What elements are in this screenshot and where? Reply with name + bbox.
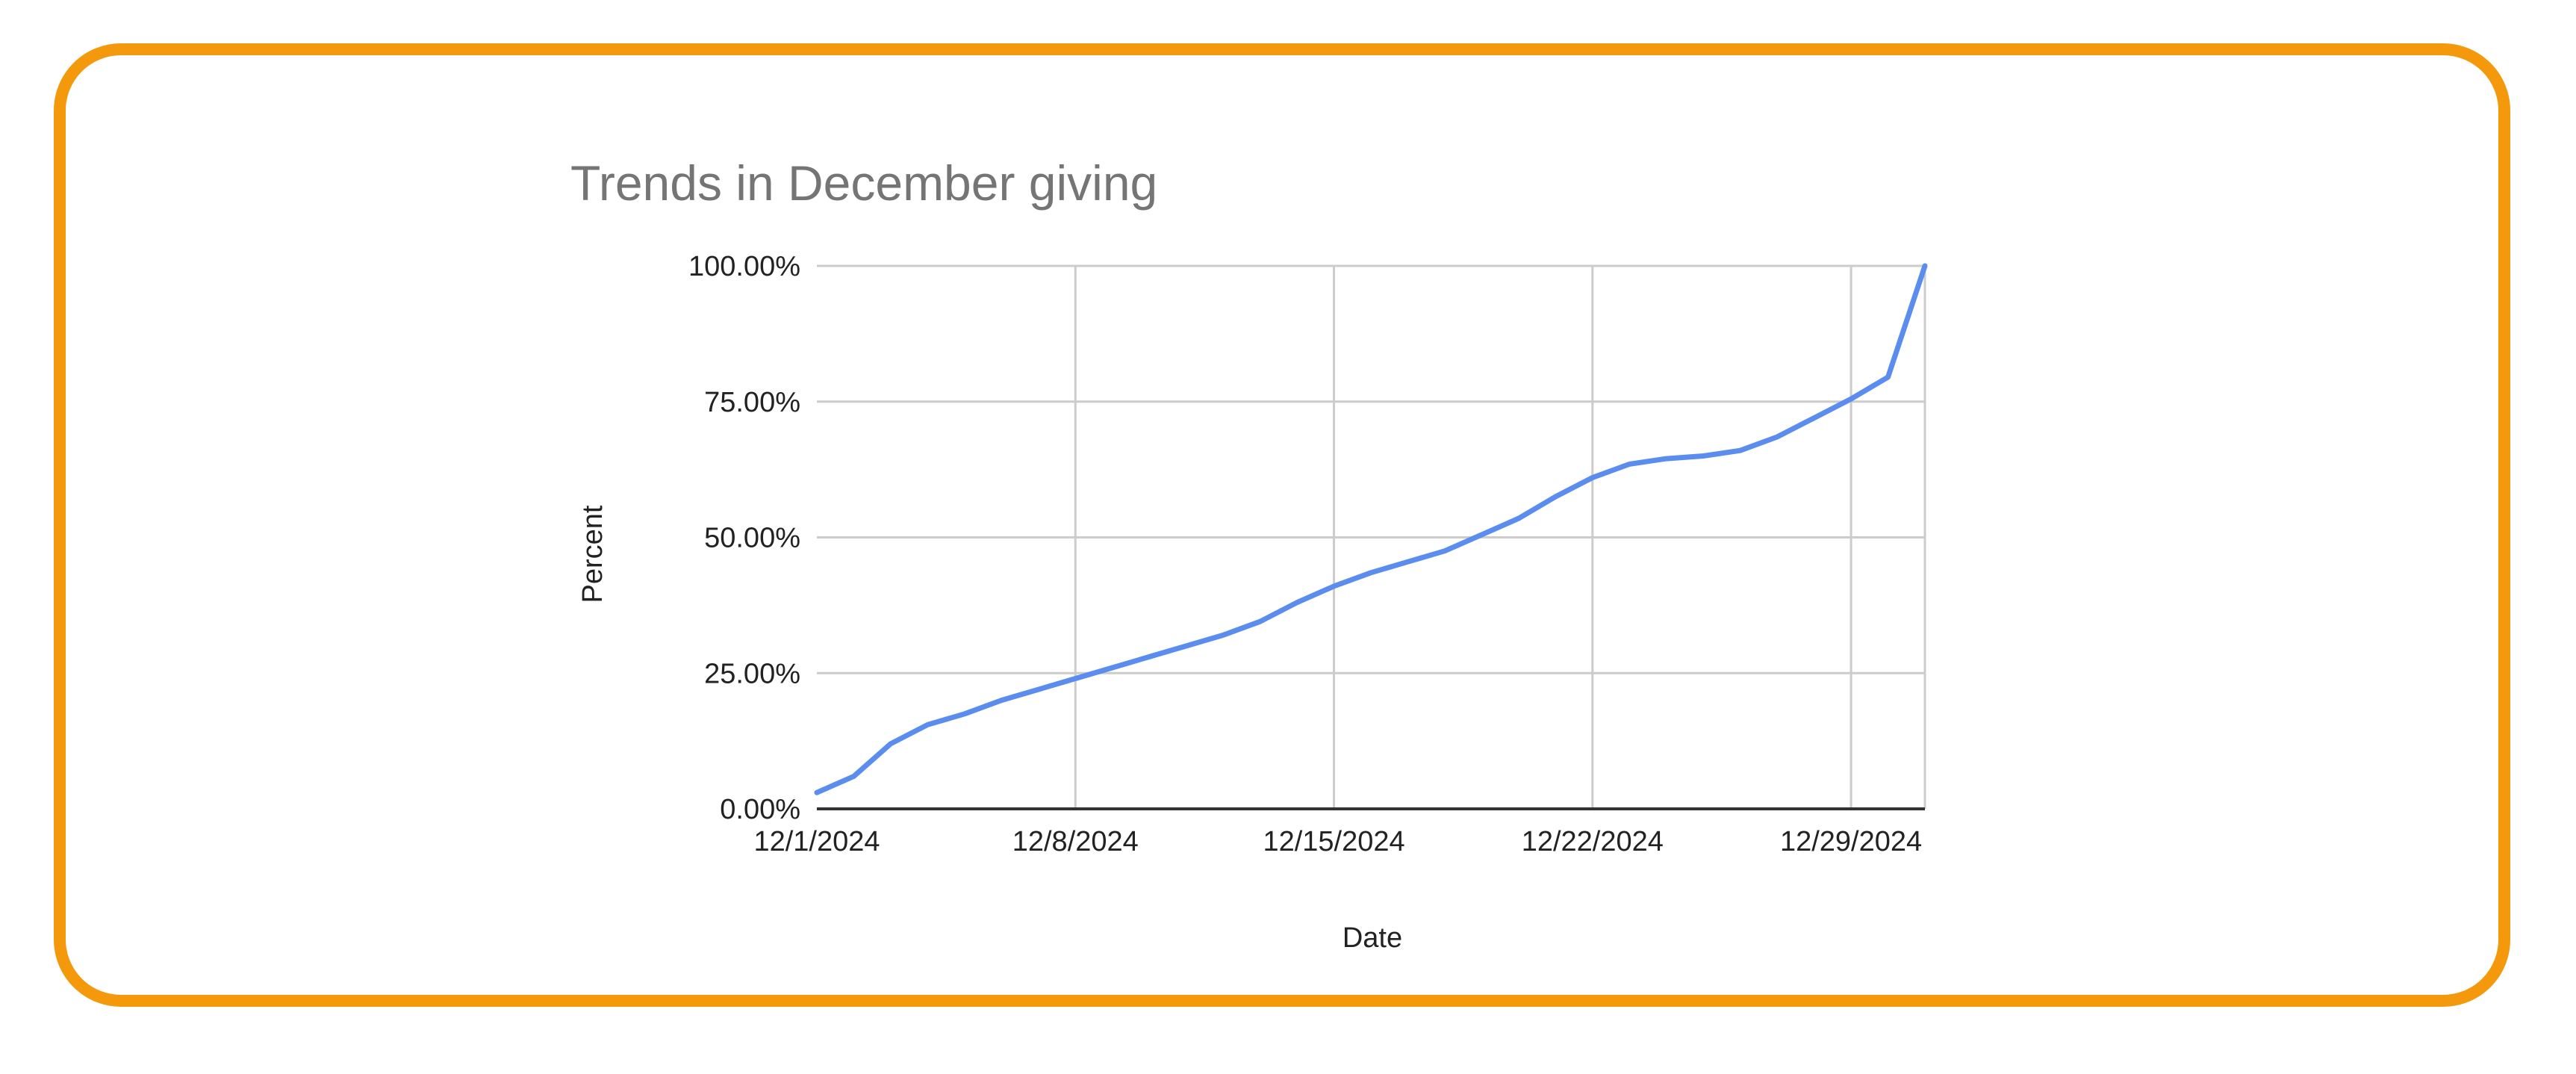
data-point <box>964 713 965 715</box>
data-point <box>1001 700 1002 701</box>
data-point <box>1370 572 1372 574</box>
data-point <box>1666 458 1667 459</box>
data-point <box>1407 561 1409 562</box>
data-point <box>1518 518 1519 519</box>
data-point <box>1740 450 1741 451</box>
data-point <box>1555 496 1556 497</box>
data-point <box>853 775 855 777</box>
data-point <box>1260 621 1261 622</box>
y-tick-label: 75.00% <box>704 387 800 418</box>
data-point <box>1296 602 1298 603</box>
x-axis-label: Date <box>1343 922 1402 954</box>
data-point <box>1148 656 1150 657</box>
y-tick-label: 50.00% <box>704 523 800 554</box>
chart-frame <box>54 43 2510 1007</box>
x-axis-ticks: 12/1/2024 12/8/2024 12/15/2024 12/22/2024 12… <box>753 826 1922 857</box>
data-point <box>1850 398 1852 400</box>
y-axis-ticks: 0.00% 25.00% 50.00% 75.00% 100.00% <box>688 251 800 825</box>
y-tick-label: 25.00% <box>704 658 800 689</box>
data-point <box>1592 477 1593 479</box>
x-tick-label: 12/15/2024 <box>1263 826 1404 857</box>
x-tick-label: 12/22/2024 <box>1522 826 1664 857</box>
data-point <box>890 743 892 745</box>
data-point <box>1924 265 1926 267</box>
data-point <box>1038 689 1039 690</box>
y-tick-label: 0.00% <box>720 794 800 825</box>
data-point <box>1628 463 1630 465</box>
data-point <box>1444 550 1446 552</box>
gridlines <box>817 264 1926 810</box>
data-point <box>1481 534 1482 536</box>
data-point <box>1814 418 1815 419</box>
data-point <box>1888 376 1889 378</box>
x-tick-label: 12/8/2024 <box>1012 826 1139 857</box>
data-point <box>1112 667 1113 668</box>
x-tick-label: 12/1/2024 <box>753 826 880 857</box>
x-tick-label: 12/29/2024 <box>1780 826 1922 857</box>
data-point <box>1074 678 1076 680</box>
data-point <box>927 724 928 725</box>
series-line <box>814 263 1928 795</box>
data-point <box>1186 645 1187 647</box>
chart-title: Trends in December giving <box>570 155 1157 211</box>
y-axis-label: Percent <box>577 505 609 603</box>
data-point <box>816 792 818 793</box>
series-layer <box>814 263 1928 795</box>
data-point <box>1776 436 1778 438</box>
data-point <box>1222 634 1224 636</box>
y-tick-label: 100.00% <box>688 251 800 282</box>
data-point <box>1334 586 1335 587</box>
data-point <box>1702 456 1704 457</box>
